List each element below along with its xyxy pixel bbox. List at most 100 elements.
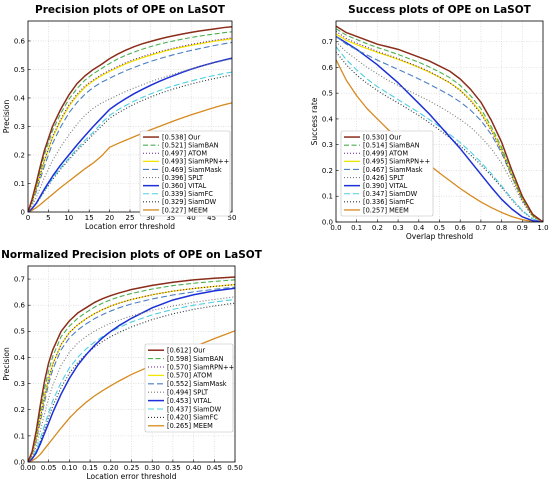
norm-precision-ytick-label: 0.1 <box>14 432 25 440</box>
norm-precision-xtick-label: 0.30 <box>144 464 160 472</box>
precision-series-line-3 <box>28 38 232 212</box>
precision-xtick-label: 35 <box>166 214 175 222</box>
norm-precision-legend-entry: [0.265] MEEM <box>167 422 213 430</box>
norm-precision-legend-entry: [0.552] SiamMask <box>167 380 227 388</box>
success-series-line-1 <box>336 28 543 222</box>
success-series-group <box>336 25 543 222</box>
success-ytick-label: 0.7 <box>322 38 333 46</box>
success-xtick-label: 0.2 <box>372 224 383 232</box>
precision-series-line-0 <box>28 25 232 212</box>
precision-legend-entry: [0.360] VITAL <box>162 182 207 190</box>
success-xtick-label: 0.9 <box>517 224 528 232</box>
success-xtick-label: 0.7 <box>475 224 486 232</box>
precision-xtick-label: 30 <box>146 214 155 222</box>
precision-series-line-7 <box>28 71 232 212</box>
success-xtick-label: 0.8 <box>496 224 507 232</box>
precision-series-line-4 <box>28 41 232 212</box>
precision-legend-entry: [0.469] SiamMask <box>162 166 222 174</box>
success-legend-entry: [0.336] SiamFC <box>363 198 414 206</box>
success-ytick-label: 0.4 <box>322 115 334 123</box>
norm-precision-legend: [0.612] Our[0.598] SiamBAN[0.570] SiamRP… <box>144 343 234 433</box>
norm-precision-series-line-4 <box>28 286 235 462</box>
norm-precision-xtick-label: 0.20 <box>103 464 119 472</box>
success-series-line-5 <box>336 41 543 222</box>
norm-precision-legend-entry: [0.420] SiamFC <box>167 414 218 422</box>
success-series-line-8 <box>336 51 543 222</box>
precision-ytick-label: 0.4 <box>14 94 26 102</box>
norm-precision-ytick-label: 0.6 <box>14 302 26 310</box>
precision-series-line-2 <box>28 37 232 212</box>
norm-precision-series-line-7 <box>28 298 235 462</box>
success-ytick-label: 0.3 <box>322 141 333 149</box>
precision-legend-entry: [0.227] MEEM <box>162 206 208 214</box>
success-legend-entry: [0.390] VITAL <box>363 182 408 190</box>
success-legend-entry: [0.530] Our <box>363 133 401 141</box>
success-title: Success plots of OPE on LaSOT <box>348 4 532 16</box>
success-ytick-label: 0.0 <box>322 218 333 226</box>
precision-ytick-label: 0.6 <box>14 37 26 45</box>
norm-precision-xtick-label: 0.25 <box>124 464 140 472</box>
norm-precision-legend-box <box>144 343 234 433</box>
success-xtick-label: 0.0 <box>330 224 341 232</box>
norm-precision-xtick-label: 0.15 <box>82 464 98 472</box>
precision-series-line-1 <box>28 31 232 212</box>
precision-xtick-label: 25 <box>126 214 135 222</box>
success-legend-entry: [0.257] MEEM <box>363 206 409 214</box>
success-ytick-label: 0.2 <box>322 167 333 175</box>
success-xtick-label: 0.4 <box>413 224 425 232</box>
norm-precision-xtick-label: 0.10 <box>62 464 78 472</box>
precision-xtick-label: 10 <box>64 214 73 222</box>
norm-precision-ytick-label: 0.3 <box>14 380 25 388</box>
norm-precision-title: Normalized Precision plots of OPE on LaS… <box>1 249 263 261</box>
norm-precision-legend-entry: [0.570] SiamRPN++ <box>167 363 234 371</box>
precision-legend-entry: [0.538] Our <box>162 133 200 141</box>
norm-precision-series-line-5 <box>28 296 235 462</box>
norm-precision-legend-entry: [0.453] VITAL <box>167 397 212 405</box>
success-legend-entry: [0.499] ATOM <box>363 150 408 158</box>
precision-xtick-label: 40 <box>187 214 196 222</box>
norm-precision-xtick-label: 0.45 <box>207 464 223 472</box>
precision-ytick-label: 0.5 <box>14 66 25 74</box>
success-xtick-label: 0.5 <box>434 224 445 232</box>
success-xtick-label: 0.3 <box>393 224 404 232</box>
norm-precision-plot-frame <box>27 265 236 463</box>
norm-precision-chart: Normalized Precision plots of OPE on LaS… <box>1 249 263 481</box>
precision-legend-box <box>139 130 231 217</box>
norm-precision-ytick-label: 0.0 <box>14 458 25 466</box>
precision-xtick-label: 45 <box>207 214 216 222</box>
precision-legend-entry: [0.521] SiamBAN <box>162 141 219 149</box>
precision-xtick-label: 15 <box>85 214 94 222</box>
norm-precision-xtick-label: 0.40 <box>186 464 202 472</box>
precision-title: Precision plots of OPE on LaSOT <box>35 4 226 16</box>
precision-legend-entry: [0.339] SiamFC <box>162 190 213 198</box>
success-xtick-label: 1.0 <box>537 224 548 232</box>
norm-precision-series-group <box>28 276 235 462</box>
precision-legend-entry: [0.497] ATOM <box>162 150 207 158</box>
norm-precision-ytick-label: 0.5 <box>14 328 25 336</box>
precision-ytick-label: 0.3 <box>14 123 25 131</box>
precision-series-group <box>28 25 232 212</box>
success-legend-entry: [0.347] SiamDW <box>363 190 418 198</box>
norm-precision-series-line-6 <box>28 287 235 462</box>
norm-precision-ytick-label: 0.4 <box>14 354 26 362</box>
precision-series-line-9 <box>28 102 232 212</box>
norm-precision-legend-entry: [0.494] SPLT <box>167 389 209 397</box>
norm-precision-legend-entry: [0.570] ATOM <box>167 372 212 380</box>
precision-plot-frame <box>27 20 233 213</box>
success-ytick-label: 0.6 <box>322 64 334 72</box>
norm-precision-xtick-label: 0.05 <box>41 464 57 472</box>
precision-legend-entry: [0.329] SiamDW <box>162 198 217 206</box>
norm-precision-xtick-label: 0.50 <box>227 464 243 472</box>
precision-xtick-label: 50 <box>228 214 237 222</box>
norm-precision-legend-entry: [0.437] SiamDW <box>167 405 222 413</box>
norm-precision-xtick-label: 0.00 <box>20 464 36 472</box>
precision-ytick-label: 0.2 <box>14 151 25 159</box>
success-legend-entry: [0.495] SiamRPN++ <box>363 158 430 166</box>
success-xtick-label: 0.6 <box>455 224 467 232</box>
norm-precision-legend-entry: [0.612] Our <box>167 347 205 355</box>
success-xlabel: Overlap threshold <box>406 232 473 241</box>
norm-precision-series-line-0 <box>28 276 235 462</box>
success-series-line-9 <box>336 59 543 222</box>
precision-ytick-label: 0 <box>21 208 25 216</box>
success-legend-entry: [0.514] SiamBAN <box>363 141 420 149</box>
